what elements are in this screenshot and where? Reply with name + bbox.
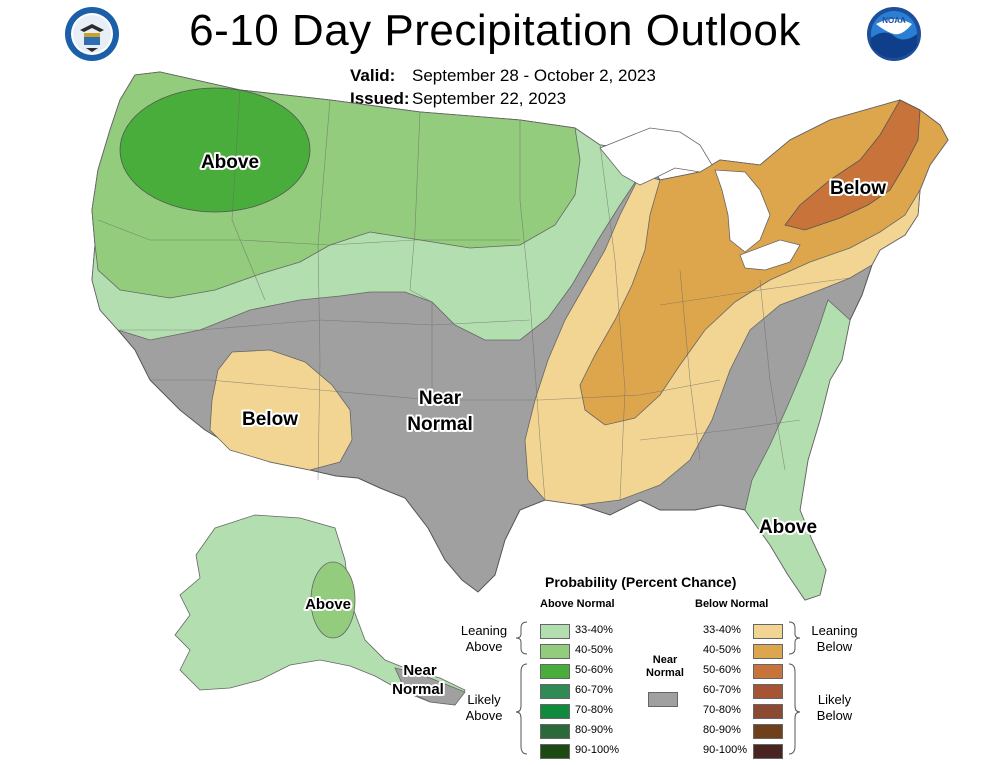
legend-above-swatch [540,744,570,759]
label-ak-normal: Normal [392,681,444,698]
label-sw-below: Below [242,409,298,430]
legend-above-swatch [540,624,570,639]
region-above-50-60-nw [119,87,311,213]
legend-below-range: 90-100% [703,744,748,756]
legend-above-swatch [540,644,570,659]
label-center-near: Near [419,388,462,409]
region-below-33-40-sw [209,349,353,471]
doc-seal-icon [65,7,119,61]
legend-near-swatch [648,692,678,707]
legend-likely-above: Likely Above [465,692,503,723]
legend-below-range: 50-60% [703,664,741,676]
legend-above-range: 50-60% [575,664,613,676]
legend-below-swatch [753,684,783,699]
state-lines [97,89,851,501]
legend-near-header: Near Normal [646,654,684,679]
legend-below-swatch [753,664,783,679]
region-below-50-60-ne [784,99,921,231]
legend-leaning-above: Leaning Above [460,623,508,654]
region-above-40-50-alaska [310,561,356,639]
legend-above-range: 90-100% [575,744,620,756]
alaska-panhandle-near [394,667,466,706]
legend-above-header: Above Normal [540,598,615,610]
legend-above-swatch [540,704,570,719]
page-title: 6-10 Day Precipitation Outlook [189,6,801,55]
legend-above-range: 33-40% [575,624,613,636]
legend-above-range: 70-80% [575,704,613,716]
region-above-33-40-se [744,299,851,601]
label-ne-below: Below [830,178,886,199]
legend: Probability (Percent Chance) Above Norma… [445,570,875,760]
legend-above-range: 40-50% [575,644,613,656]
legend-below-swatch [753,624,783,639]
legend-below-range: 40-50% [703,644,741,656]
legend-below-header: Below Normal [695,598,769,610]
valid-label: Valid: [350,66,396,85]
legend-above-range: 80-90% [575,724,613,736]
issued-value: September 22, 2023 [412,89,567,108]
legend-above-swatch [540,684,570,699]
legend-likely-below: Likely Below [816,692,853,723]
valid-value: September 28 - October 2, 2023 [412,66,656,85]
svg-text:NOAA: NOAA [882,16,906,25]
label-ak-near: Near [403,662,437,679]
legend-below-range: 70-80% [703,704,741,716]
legend-below-range: 80-90% [703,724,741,736]
legend-above-swatch [540,664,570,679]
legend-above-swatch [540,724,570,739]
great-lakes [599,127,801,271]
outlook-dates: Valid: September 28 - October 2, 2023 Iss… [350,64,656,110]
legend-below-swatch [753,644,783,659]
legend-below-swatch [753,724,783,739]
issued-label: Issued: [350,89,410,108]
legend-below-range: 60-70% [703,684,741,696]
legend-below-range: 33-40% [703,624,741,636]
label-se-above: Above [759,517,817,538]
noaa-logo-icon: NOAA [867,7,921,61]
label-ak-above: Above [305,596,351,613]
label-nw-above: Above [201,152,259,173]
legend-leaning-below: Leaning Below [811,623,858,654]
label-center-normal: Normal [407,414,472,435]
legend-title: Probability (Percent Chance) [545,574,737,590]
legend-above-range: 60-70% [575,684,613,696]
legend-below-swatch [753,744,783,759]
legend-below-swatch [753,704,783,719]
legend-braces [515,621,801,755]
